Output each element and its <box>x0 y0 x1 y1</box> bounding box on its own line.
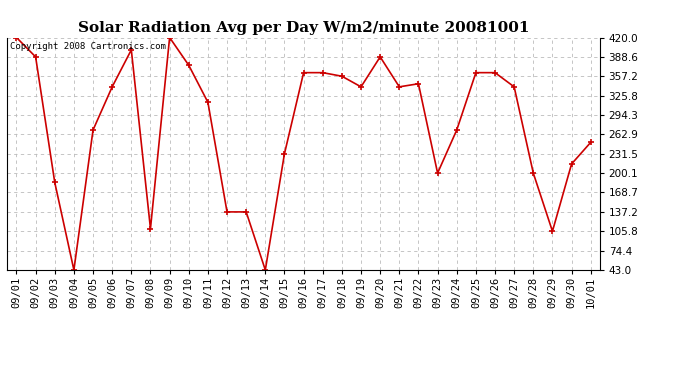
Text: Copyright 2008 Cartronics.com: Copyright 2008 Cartronics.com <box>10 42 166 51</box>
Title: Solar Radiation Avg per Day W/m2/minute 20081001: Solar Radiation Avg per Day W/m2/minute … <box>78 21 529 35</box>
